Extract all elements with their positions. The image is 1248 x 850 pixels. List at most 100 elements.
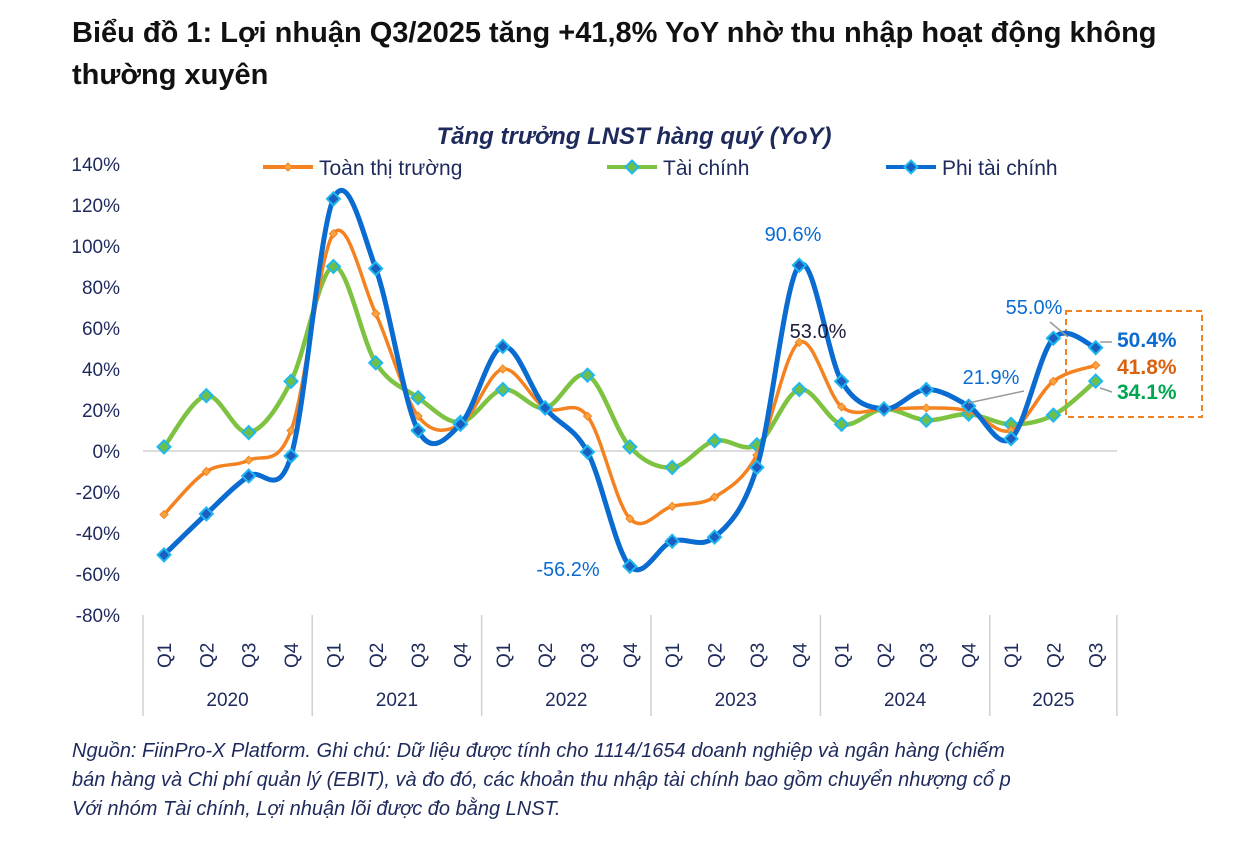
data-label: 50.4%	[1117, 329, 1177, 352]
data-point	[201, 466, 212, 477]
data-point	[1048, 376, 1059, 387]
y-tick-label: 60%	[82, 319, 120, 340]
data-point	[621, 438, 638, 455]
data-point	[791, 257, 808, 274]
legend-marker	[624, 159, 640, 175]
data-point	[328, 228, 339, 239]
data-point	[836, 402, 847, 412]
data-label: 21.9%	[963, 367, 1020, 389]
data-point	[243, 455, 254, 465]
data-point	[283, 373, 299, 390]
x-tick-label: Q1	[155, 643, 176, 668]
year-label: 2025	[1032, 690, 1074, 711]
x-tick-label: Q3	[409, 643, 430, 668]
legend-marker	[903, 159, 919, 175]
data-point	[876, 401, 892, 417]
note-line: bán hàng và Chi phí quản lý (EBIT), và đ…	[72, 769, 1011, 791]
data-point	[325, 190, 342, 207]
x-tick-label: Q4	[282, 642, 303, 668]
data-point	[794, 337, 804, 348]
year-label: 2023	[715, 690, 757, 711]
data-label: 90.6%	[765, 224, 822, 246]
data-point	[625, 513, 635, 524]
data-point	[286, 425, 296, 436]
x-tick-label: Q2	[1044, 643, 1065, 668]
data-label: 53.0%	[790, 321, 847, 343]
figure-heading: Biểu đồ 1: Lợi nhuận Q3/2025 tăng +41,8%…	[72, 17, 1157, 91]
data-point	[367, 354, 384, 371]
data-point	[198, 387, 215, 404]
data-point	[367, 260, 384, 277]
x-tick-label: Q2	[197, 643, 218, 668]
data-point	[709, 492, 720, 502]
leader-line	[1099, 387, 1113, 393]
x-tick-label: Q4	[790, 642, 811, 668]
data-point	[494, 338, 511, 355]
data-label: -56.2%	[536, 559, 600, 581]
legend-label: Phi tài chính	[942, 157, 1058, 180]
data-point	[537, 400, 554, 416]
data-point	[494, 381, 511, 398]
chart-title: Tăng trưởng LNST hàng quý (YoY)	[437, 123, 832, 150]
data-point	[413, 411, 423, 421]
y-tick-label: 120%	[71, 196, 120, 217]
year-label: 2024	[884, 690, 927, 711]
y-tick-label: 80%	[82, 278, 120, 299]
data-point	[498, 364, 508, 374]
data-point	[1045, 330, 1062, 347]
data-point	[579, 444, 596, 460]
data-point	[579, 367, 596, 384]
data-point	[667, 501, 677, 512]
data-point	[582, 411, 593, 421]
data-point	[664, 459, 681, 476]
data-point	[664, 533, 681, 550]
x-tick-label: Q3	[1087, 643, 1108, 668]
data-point	[159, 509, 169, 520]
data-point	[410, 389, 427, 406]
line-chart: Tăng trưởng LNST hàng quý (YoY) -80% -60% -…	[71, 123, 1203, 716]
data-point	[833, 416, 850, 433]
data-point	[706, 432, 723, 449]
data-point	[240, 424, 257, 441]
data-point	[240, 468, 257, 484]
data-point	[156, 438, 172, 455]
source-note: Nguồn: FiinPro-X Platform. Ghi chú: Dữ l…	[72, 737, 1248, 824]
data-point	[706, 529, 723, 546]
legend-label: Tài chính	[663, 157, 749, 180]
data-point	[1003, 430, 1019, 447]
x-tick-label: Q2	[706, 643, 727, 668]
data-point	[452, 416, 469, 433]
data-point	[918, 412, 935, 429]
y-tick-label: -80%	[76, 606, 120, 627]
data-point	[371, 308, 381, 319]
data-point	[748, 459, 765, 476]
data-point	[1090, 360, 1101, 371]
x-tick-label: Q3	[579, 643, 600, 668]
x-tick-label: Q4	[621, 642, 642, 668]
data-point	[791, 381, 808, 398]
x-tick-label: Q4	[960, 642, 981, 668]
year-label: 2020	[206, 690, 248, 711]
x-tick-label: Q1	[1002, 643, 1023, 668]
y-tick-label: 100%	[71, 237, 120, 258]
x-tick-label: Q2	[536, 643, 557, 668]
note-line: Với nhóm Tài chính, Lợi nhuận lõi được đ…	[72, 798, 561, 820]
data-label: 34.1%	[1117, 381, 1177, 404]
series-line-phi-tài-chính	[161, 187, 1099, 573]
x-tick-label: Q1	[324, 643, 345, 668]
leader-line	[1049, 321, 1069, 338]
legend-marker	[283, 162, 293, 172]
data-point	[833, 373, 850, 390]
highlight-box	[1065, 310, 1203, 418]
data-point	[1087, 339, 1104, 356]
y-tick-label: 0%	[93, 442, 121, 463]
data-point	[410, 422, 427, 439]
year-label: 2021	[376, 690, 418, 711]
x-tick-label: Q1	[833, 643, 854, 668]
x-tick-label: Q2	[875, 643, 896, 668]
data-point	[918, 381, 935, 398]
year-label: 2022	[545, 690, 587, 711]
leader-line	[967, 390, 1025, 404]
y-tick-label: 20%	[82, 401, 120, 422]
y-tick-label: 40%	[82, 360, 120, 381]
